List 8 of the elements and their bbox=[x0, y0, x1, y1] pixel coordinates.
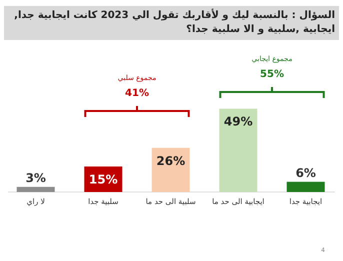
data-label: 49% bbox=[224, 114, 253, 129]
data-label: 6% bbox=[296, 166, 316, 180]
text: 55% bbox=[260, 69, 284, 80]
data-label: 15% bbox=[88, 172, 118, 186]
data-label: 26% bbox=[156, 154, 186, 168]
text: 41% bbox=[125, 88, 149, 99]
data-label: 3% bbox=[26, 170, 46, 185]
chart-title: السؤال : بالنسبة ليك و لأقاربك تقول الي 2023 كانت ايجابية جدا, ايجابية ,سلبية و الا سلبية جدا؟ bbox=[4, 6, 339, 40]
